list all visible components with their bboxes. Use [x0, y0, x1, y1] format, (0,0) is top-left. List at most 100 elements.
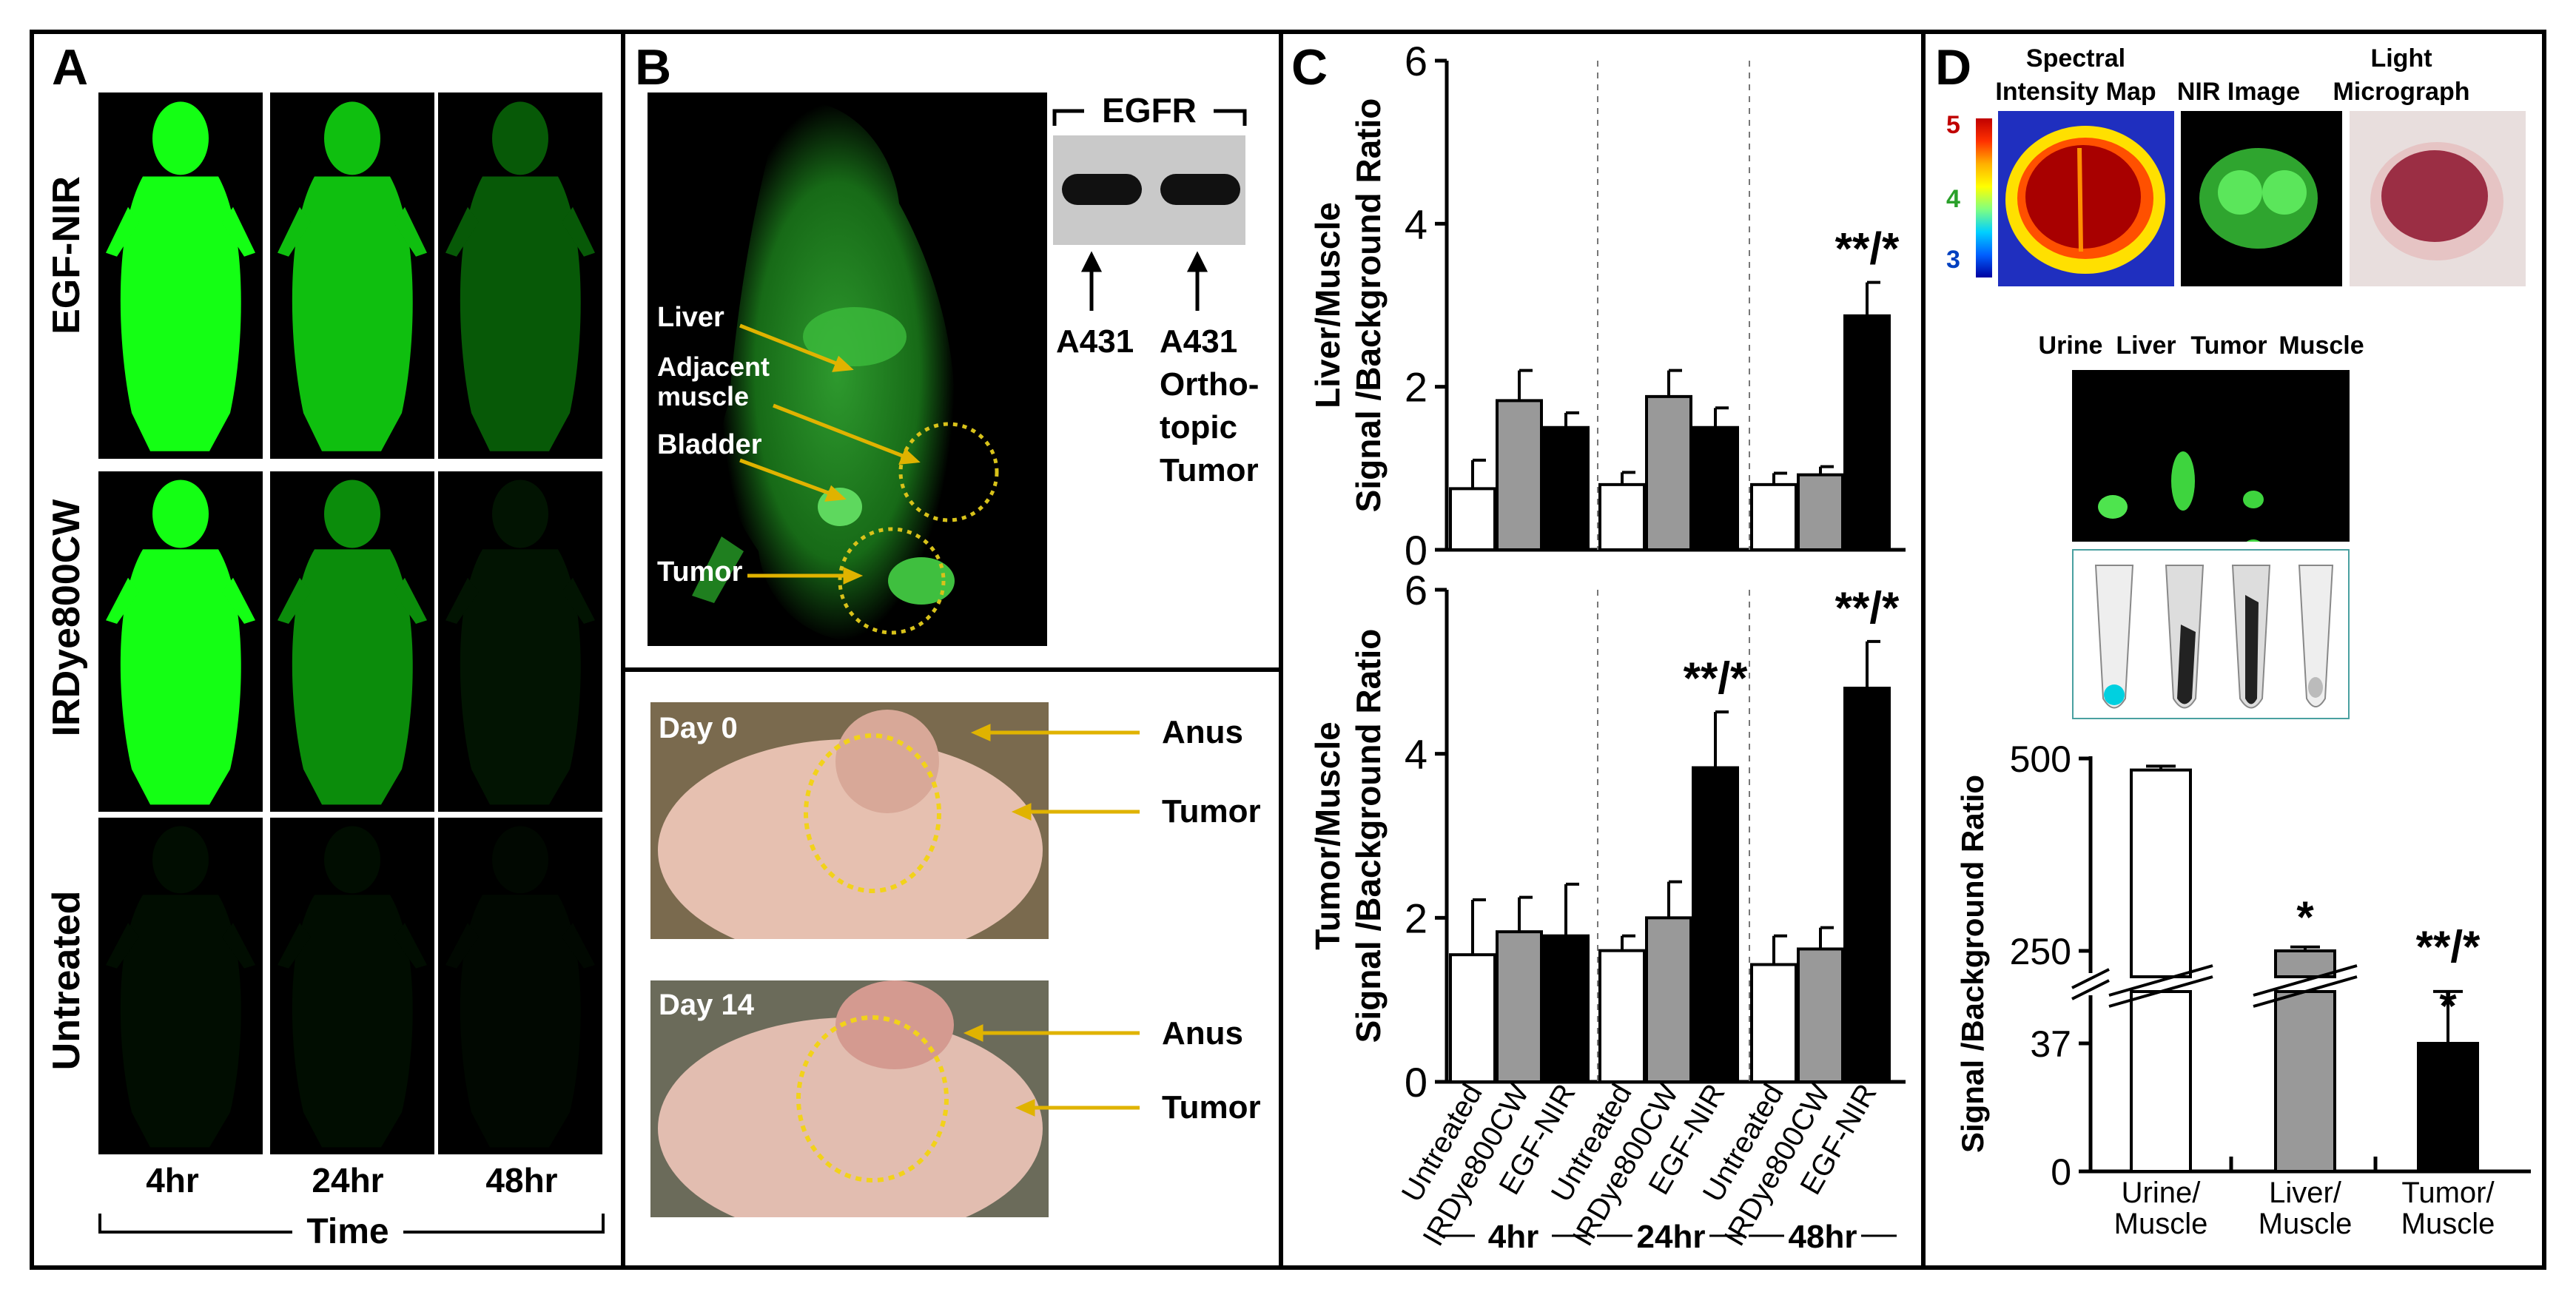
mouse-tile: [270, 818, 434, 1154]
y-tick-label: 2: [1405, 364, 1427, 411]
photo1-day-label: Day 0: [659, 712, 738, 744]
panel-a-label: A: [52, 39, 89, 95]
photo1-anus-label: Anus: [1162, 714, 1243, 750]
bar: [1598, 482, 1646, 551]
colorbar-tick-5: 5: [1946, 111, 1960, 139]
y-axis-label: Tumor/Muscle: [1308, 721, 1347, 949]
bar-break: [2108, 975, 2213, 1008]
tube-label-tumor: Tumor: [2190, 332, 2267, 360]
mouse-tile: [438, 92, 602, 459]
y-tick-label: 0: [1405, 1059, 1427, 1106]
significance-label: **/*: [1835, 224, 1900, 274]
bar: [1750, 482, 1798, 551]
colorbar-tick-3: 3: [1946, 246, 1960, 274]
bar: [1449, 487, 1496, 551]
significance-label: **/*: [1835, 583, 1900, 633]
y-tick-label: 6: [1405, 567, 1427, 613]
y-axis-label: Signal /Background Ratio: [1349, 629, 1388, 1043]
bar: [1843, 687, 1891, 1083]
panel-b-label: B: [635, 39, 672, 95]
time-bracket: [98, 1214, 605, 1234]
bar: [1598, 949, 1646, 1083]
blot-lane2-label-1: A431: [1160, 323, 1238, 360]
spectral-map-title-2: Intensity Map: [1995, 78, 2156, 106]
spectral-map-title-1: Spectral: [2025, 44, 2126, 73]
light-micrograph-title-1: Light: [2370, 44, 2432, 73]
bar-break: [2253, 964, 2358, 997]
category-label: Muscle: [2259, 1208, 2353, 1240]
blot-lane2-label-3: topic: [1160, 409, 1238, 445]
panel-d-label: D: [1935, 39, 1972, 95]
bar: [1542, 934, 1590, 1084]
western-blot-image: [1053, 135, 1245, 245]
time-axis-label: Time: [306, 1212, 389, 1251]
label-bladder: Bladder: [657, 429, 762, 460]
colorbar: [1976, 118, 1992, 277]
tube-label-muscle: Muscle: [2279, 332, 2364, 360]
significance-label: **/*: [1684, 653, 1748, 703]
bar: [1843, 314, 1891, 551]
axis-break: [2071, 979, 2110, 1000]
panel-b-divider: [621, 667, 1283, 672]
y-tick-label: 0: [2051, 1151, 2071, 1193]
label-tumor: Tumor: [657, 556, 743, 588]
y-tick-label: 6: [1405, 38, 1427, 84]
mouse-photo-day14: [650, 980, 1049, 1217]
egfr-bracket: [1052, 109, 1247, 311]
y-axis-label: Signal /Background Ratio: [1955, 775, 1990, 1153]
nir-image: [2181, 111, 2342, 286]
tube-label-liver: Liver: [2116, 332, 2176, 360]
blot-band-lane2: [1160, 174, 1240, 205]
bar: [1797, 473, 1844, 551]
bar: [1645, 394, 1692, 551]
category-label: Tumor/: [2401, 1177, 2495, 1209]
photo-arrows: [963, 724, 1140, 1117]
blot-band-lane1: [1062, 174, 1142, 205]
bar: [1797, 947, 1844, 1083]
label-liver: Liver: [657, 302, 724, 333]
y-tick-label: 0: [1405, 527, 1427, 573]
y-axis-label: Signal /Background Ratio: [1349, 98, 1388, 513]
spectral-intensity-map: [1998, 111, 2174, 286]
bar-break: [2108, 964, 2213, 997]
mouse-tile: [438, 471, 602, 812]
y-tick-label: 37: [2030, 1023, 2071, 1065]
bar: [1542, 425, 1590, 551]
tube-light-image: [2072, 549, 2350, 719]
tube-label-urine: Urine: [2038, 332, 2103, 360]
organ-annotation-overlay: [739, 323, 999, 635]
bar: [2274, 949, 2336, 978]
mouse-tile: [270, 471, 434, 812]
bar: [1645, 916, 1692, 1084]
light-micrograph: [2350, 111, 2526, 286]
mouse-tile: [98, 471, 263, 812]
nir-image-title: NIR Image: [2176, 78, 2301, 106]
bar: [1750, 963, 1798, 1083]
blot-title: EGFR: [1102, 91, 1197, 129]
bar: [1449, 953, 1496, 1084]
blot-lane1-label: A431: [1056, 323, 1134, 360]
blot-lane2-label-2: Ortho-: [1160, 366, 1260, 403]
label-muscle: muscle: [657, 381, 750, 411]
colorbar-tick-4: 4: [1946, 185, 1960, 213]
group-label: 4hr: [1488, 1219, 1538, 1255]
bar: [2417, 1042, 2479, 1173]
bar: [1692, 766, 1739, 1083]
y-axis-label: Liver/Muscle: [1308, 202, 1347, 408]
bar: [2130, 768, 2192, 978]
y-tick-label: 500: [2010, 738, 2071, 780]
category-label: Muscle: [2401, 1208, 2495, 1240]
category-label: Liver/: [2269, 1177, 2342, 1209]
bar: [1496, 399, 1543, 552]
significance-label: *: [2439, 981, 2457, 1031]
y-tick-label: 2: [1405, 895, 1427, 941]
photo2-tumor-label: Tumor: [1162, 1089, 1261, 1126]
y-tick-label: 4: [1405, 731, 1427, 778]
photo2-anus-label: Anus: [1162, 1015, 1243, 1052]
bar: [1692, 425, 1739, 551]
panel-d-frame: [1921, 30, 2546, 1270]
mouse-tile: [98, 92, 263, 459]
bar: [2130, 990, 2192, 1173]
